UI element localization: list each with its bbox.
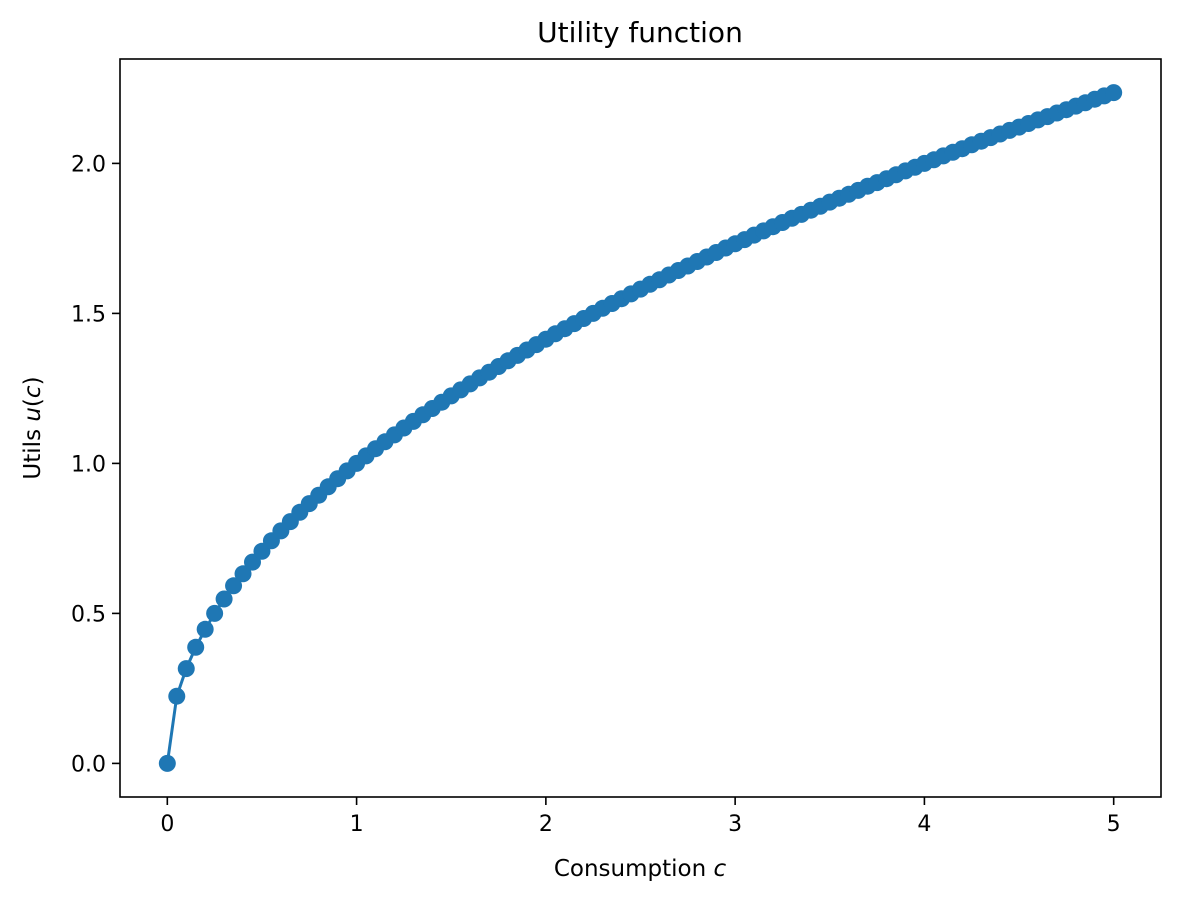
x-axis-label-var: c xyxy=(714,856,727,882)
data-point xyxy=(215,590,233,608)
data-point xyxy=(225,577,243,595)
x-axis: 0 1 2 3 4 5 xyxy=(160,797,1121,837)
series-markers xyxy=(158,84,1123,772)
y-axis: 0.0 0.5 1.0 1.5 2.0 xyxy=(71,152,120,777)
series-line xyxy=(165,91,1115,764)
plot-area xyxy=(158,84,1123,772)
y-tick-label: 1.0 xyxy=(71,452,106,477)
axes-frame xyxy=(119,58,1162,798)
x-tick-label: 5 xyxy=(1107,812,1121,837)
x-tick-label: 3 xyxy=(728,812,742,837)
data-point xyxy=(177,660,195,678)
data-point xyxy=(206,604,224,622)
data-point xyxy=(187,638,205,656)
y-tick-label: 0.0 xyxy=(71,752,106,777)
data-point xyxy=(168,687,186,705)
data-point xyxy=(234,565,252,583)
y-axis-label-paren-close: ) xyxy=(20,376,46,385)
y-axis-label-arg: c xyxy=(20,385,46,398)
x-tick-label: 4 xyxy=(917,812,931,837)
data-point xyxy=(196,620,214,638)
x-axis-label: Consumption c xyxy=(554,856,727,882)
data-point xyxy=(1105,84,1123,102)
x-tick-label: 0 xyxy=(160,812,174,837)
chart-title: Utility function xyxy=(537,16,743,49)
y-axis-label: Utils u(c) xyxy=(20,376,46,479)
y-axis-label-var: u xyxy=(20,407,46,422)
y-tick-label: 2.0 xyxy=(71,152,106,177)
x-axis-label-text: Consumption xyxy=(554,856,714,882)
y-axis-label-text: Utils xyxy=(20,422,46,480)
y-tick-label: 1.5 xyxy=(71,302,106,327)
x-tick-label: 1 xyxy=(350,812,364,837)
x-tick-label: 2 xyxy=(539,812,553,837)
data-point xyxy=(158,754,176,772)
y-tick-label: 0.5 xyxy=(71,602,106,627)
y-axis-label-paren-open: ( xyxy=(20,398,46,407)
